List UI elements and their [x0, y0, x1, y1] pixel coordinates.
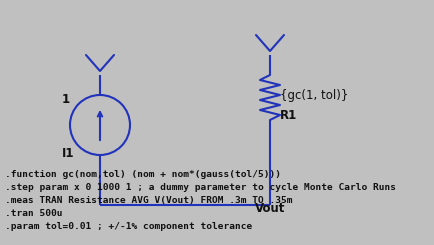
Text: .param tol=0.01 ; +/-1% component tolerance: .param tol=0.01 ; +/-1% component tolera…	[5, 222, 252, 231]
Text: .tran 500u: .tran 500u	[5, 209, 62, 218]
Text: .function gc(nom,tol) (nom + nom*(gauss(tol/5))): .function gc(nom,tol) (nom + nom*(gauss(…	[5, 170, 280, 179]
Text: .step param x 0 1000 1 ; a dummy parameter to cycle Monte Carlo Runs: .step param x 0 1000 1 ; a dummy paramet…	[5, 183, 395, 192]
Text: I1: I1	[62, 147, 74, 160]
Text: {gc(1, tol)}: {gc(1, tol)}	[279, 89, 348, 102]
Text: 1: 1	[62, 93, 70, 106]
Text: Vout: Vout	[254, 202, 285, 215]
Text: R1: R1	[279, 109, 296, 122]
Text: .meas TRAN Resistance AVG V(Vout) FROM .3m TO .35m: .meas TRAN Resistance AVG V(Vout) FROM .…	[5, 196, 292, 205]
